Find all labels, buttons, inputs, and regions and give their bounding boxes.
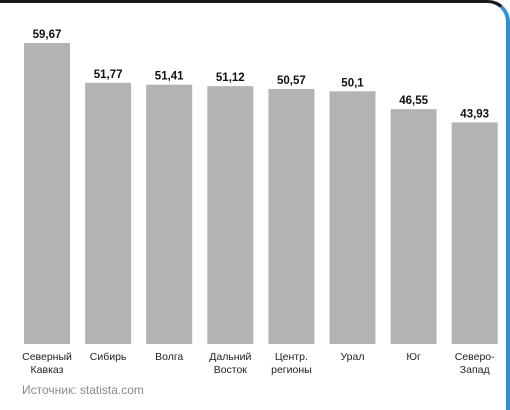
category-label-6: Юг (406, 351, 421, 363)
source-note: Источник: statista.com (22, 383, 144, 397)
bar-0 (24, 43, 70, 344)
category-label-0: Северный Кавказ (22, 351, 72, 376)
bar-4 (268, 88, 315, 344)
value-label-5: 50,1 (341, 77, 364, 89)
value-label-6: 46,55 (399, 95, 428, 107)
value-label-0: 59,67 (33, 29, 62, 41)
bar-7 (451, 122, 498, 345)
bar-6 (390, 109, 437, 344)
category-label-5: Урал (340, 351, 364, 363)
bar-2 (146, 84, 193, 344)
value-label-7: 43,93 (460, 108, 489, 120)
bar-5 (329, 91, 376, 344)
category-label-3: Дальний Восток (209, 351, 251, 376)
bar-chart: 59,67 Северный Кавказ 51,77 Сибирь 51,41 Волга… (22, 29, 498, 376)
bar-3 (207, 86, 254, 345)
category-label-2: Волга (155, 351, 183, 363)
value-label-2: 51,41 (155, 71, 184, 83)
category-label-1: Сибирь (90, 351, 127, 363)
category-label-4: Центр. регионы (271, 351, 312, 376)
bar-1 (85, 82, 132, 345)
value-label-3: 51,12 (216, 72, 245, 84)
value-label-4: 50,57 (277, 75, 306, 87)
category-label-7: Северо-Запад (455, 351, 495, 376)
value-label-1: 51,77 (94, 69, 123, 81)
